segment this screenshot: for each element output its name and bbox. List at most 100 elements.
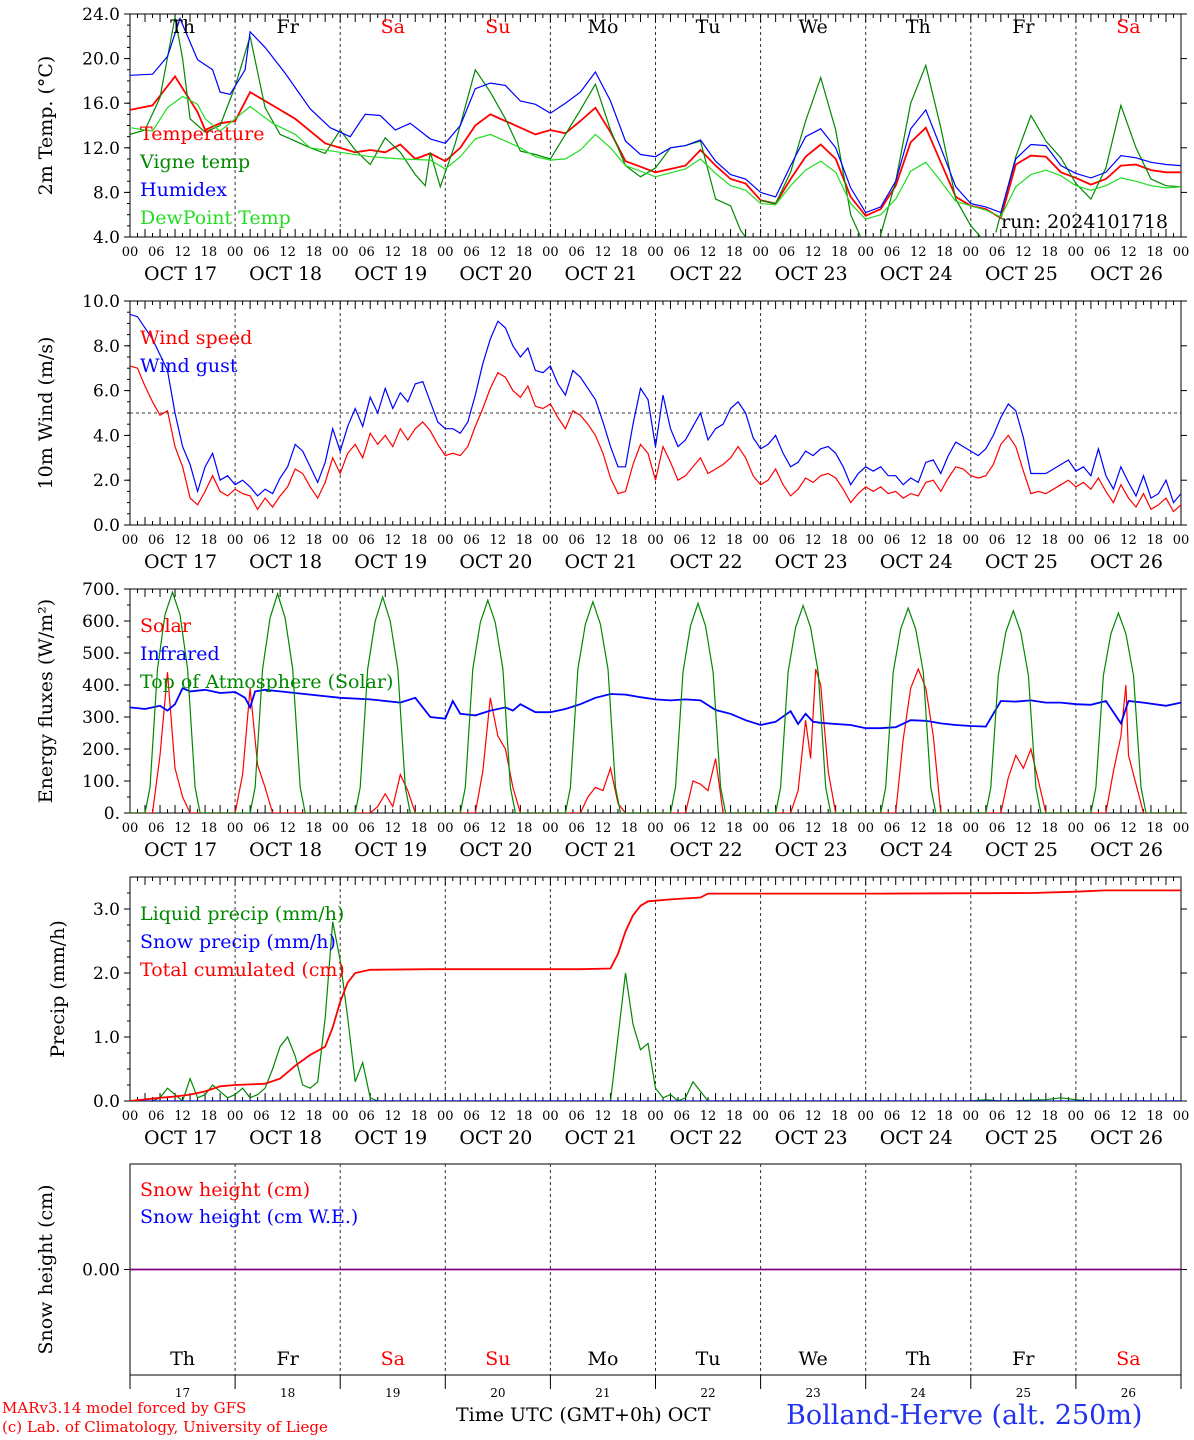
hour-tick-label: 00 bbox=[332, 245, 349, 260]
y-tick-label: 0.0 bbox=[93, 1092, 120, 1112]
date-label: OCT 22 bbox=[670, 263, 743, 285]
hour-tick-label: 18 bbox=[411, 1109, 428, 1124]
hour-tick-label: 00 bbox=[332, 821, 349, 836]
hour-tick-label: 00 bbox=[1068, 533, 1085, 548]
weekday-label: Fr bbox=[1012, 1348, 1035, 1370]
hour-tick-label: 12 bbox=[805, 821, 822, 836]
legend-entry: Top of Atmosphere (Solar) bbox=[140, 671, 393, 693]
series-line bbox=[130, 667, 1181, 813]
hour-tick-label: 18 bbox=[936, 533, 953, 548]
x-axis-title: Time UTC (GMT+0h) OCT bbox=[456, 1404, 711, 1426]
y-tick-label: 700. bbox=[82, 580, 120, 600]
hour-tick-label: 06 bbox=[884, 245, 901, 260]
hour-tick-label: 06 bbox=[568, 1109, 585, 1124]
y-tick-label: 2.0 bbox=[93, 964, 120, 984]
hour-tick-label: 18 bbox=[726, 245, 743, 260]
hour-tick-label: 18 bbox=[936, 1109, 953, 1124]
hour-tick-label: 12 bbox=[174, 1109, 191, 1124]
hour-tick-label: 12 bbox=[490, 821, 507, 836]
hour-tick-label: 06 bbox=[779, 533, 796, 548]
hour-tick-label: 18 bbox=[1041, 821, 1058, 836]
legend-entry: Wind gust bbox=[140, 355, 238, 377]
y-tick-label: 100. bbox=[82, 772, 120, 792]
y-tick-label: 6.0 bbox=[93, 382, 120, 402]
date-label: OCT 17 bbox=[144, 839, 217, 861]
hour-tick-label: 18 bbox=[831, 533, 848, 548]
y-axis-label: 2m Temp. (°C) bbox=[35, 56, 57, 196]
day-number-label: 23 bbox=[806, 1386, 821, 1400]
legend-entry: Infrared bbox=[140, 643, 220, 665]
hour-tick-label: 00 bbox=[437, 821, 454, 836]
legend-entry: Snow height (cm) bbox=[140, 1179, 310, 1201]
date-label: OCT 21 bbox=[564, 263, 637, 285]
y-axis-label: Precip (mm/h) bbox=[47, 920, 69, 1058]
hour-tick-label: 00 bbox=[752, 533, 769, 548]
weekday-label: Th bbox=[170, 1348, 195, 1370]
hour-tick-label: 06 bbox=[884, 1109, 901, 1124]
hour-tick-label: 18 bbox=[516, 533, 533, 548]
panel-frame bbox=[129, 13, 1182, 238]
hour-tick-label: 06 bbox=[463, 245, 480, 260]
hour-tick-label: 00 bbox=[857, 1109, 874, 1124]
hour-tick-label: 06 bbox=[148, 533, 165, 548]
y-tick-label: 0.0 bbox=[93, 516, 120, 536]
hour-tick-label: 06 bbox=[253, 1109, 270, 1124]
hour-tick-label: 18 bbox=[1146, 821, 1163, 836]
hour-tick-label: 06 bbox=[568, 533, 585, 548]
hour-tick-label: 00 bbox=[1173, 245, 1190, 260]
hour-tick-label: 00 bbox=[332, 1109, 349, 1124]
hour-tick-label: 00 bbox=[857, 245, 874, 260]
station-name: Bolland-Herve (alt. 250m) bbox=[786, 1400, 1143, 1431]
day-number-label: 25 bbox=[1016, 1386, 1031, 1400]
y-tick-label: 8.0 bbox=[93, 183, 120, 203]
series-line bbox=[995, 103, 1181, 233]
weekday-label: Sa bbox=[1116, 16, 1140, 38]
date-label: OCT 19 bbox=[354, 839, 427, 861]
y-tick-label: 10.0 bbox=[82, 292, 120, 312]
weekday-label: Mo bbox=[587, 1348, 618, 1370]
hour-tick-label: 12 bbox=[1120, 245, 1137, 260]
weekday-label: Th bbox=[906, 1348, 931, 1370]
hour-tick-label: 06 bbox=[463, 821, 480, 836]
hour-tick-label: 00 bbox=[542, 1109, 559, 1124]
weekday-label: Fr bbox=[1012, 16, 1035, 38]
hour-tick-label: 06 bbox=[989, 821, 1006, 836]
hour-tick-label: 12 bbox=[174, 821, 191, 836]
hour-tick-label: 06 bbox=[148, 821, 165, 836]
hour-tick-label: 06 bbox=[568, 821, 585, 836]
series-line bbox=[130, 95, 1181, 220]
day-number-label: 21 bbox=[595, 1386, 610, 1400]
date-label: OCT 25 bbox=[985, 263, 1058, 285]
hour-tick-label: 18 bbox=[1041, 245, 1058, 260]
date-label: OCT 24 bbox=[880, 839, 953, 861]
y-tick-label: 0. bbox=[104, 804, 120, 824]
legend-entry: Solar bbox=[140, 615, 192, 637]
date-label: OCT 25 bbox=[985, 551, 1058, 573]
hour-tick-label: 12 bbox=[910, 245, 927, 260]
y-tick-label: 24.0 bbox=[82, 5, 120, 25]
hour-tick-label: 12 bbox=[1015, 1109, 1032, 1124]
date-label: OCT 25 bbox=[985, 1127, 1058, 1149]
y-axis-label: 10m Wind (m/s) bbox=[35, 337, 57, 490]
hour-tick-label: 18 bbox=[621, 533, 638, 548]
legend-entry: Humidex bbox=[140, 179, 227, 201]
hour-tick-label: 00 bbox=[542, 821, 559, 836]
hour-tick-label: 12 bbox=[384, 821, 401, 836]
hour-tick-label: 00 bbox=[227, 245, 244, 260]
y-tick-label: 400. bbox=[82, 676, 120, 696]
series-line bbox=[130, 74, 1181, 220]
hour-tick-label: 00 bbox=[542, 245, 559, 260]
hour-tick-label: 06 bbox=[674, 821, 691, 836]
y-tick-label: 1.0 bbox=[93, 1028, 120, 1048]
weekday-label: Mo bbox=[587, 16, 618, 38]
weekday-label: Su bbox=[485, 16, 510, 38]
hour-tick-label: 18 bbox=[1041, 1109, 1058, 1124]
date-label: OCT 22 bbox=[670, 1127, 743, 1149]
hour-tick-label: 18 bbox=[306, 1109, 323, 1124]
hour-tick-label: 12 bbox=[805, 245, 822, 260]
hour-tick-label: 06 bbox=[253, 533, 270, 548]
y-tick-label: 2.0 bbox=[93, 471, 120, 491]
hour-tick-label: 06 bbox=[568, 245, 585, 260]
hour-tick-label: 18 bbox=[516, 821, 533, 836]
